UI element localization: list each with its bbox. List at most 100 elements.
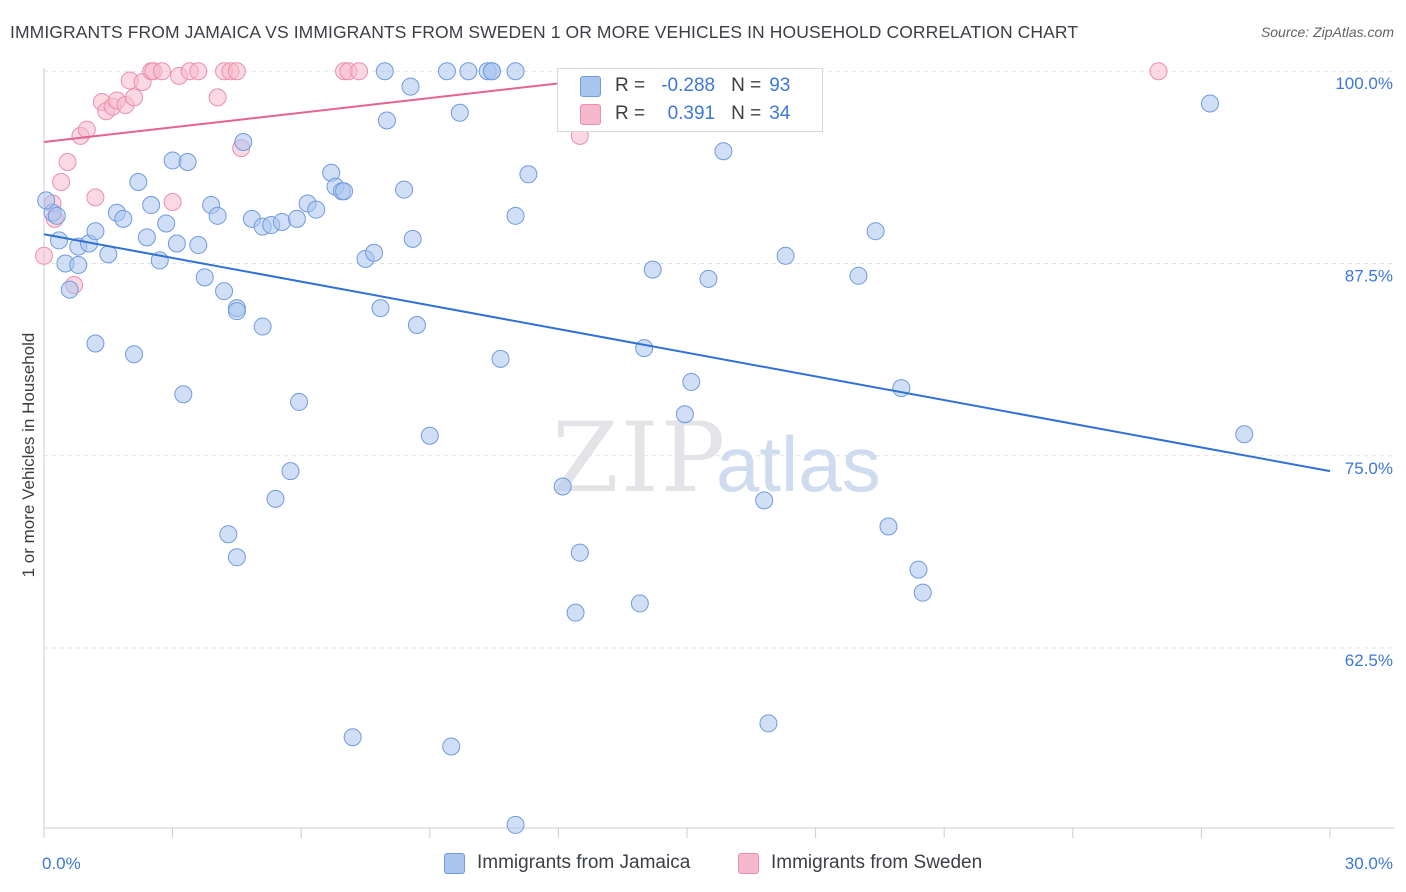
jamaica-point xyxy=(167,234,186,253)
sweden-point xyxy=(58,152,77,171)
jamaica-point xyxy=(219,525,238,544)
chart-title: IMMIGRANTS FROM JAMAICA VS IMMIGRANTS FR… xyxy=(10,22,1079,42)
jamaica-point xyxy=(234,132,253,151)
jamaica-point xyxy=(519,165,538,184)
legend-r-label: R = xyxy=(615,75,646,96)
jamaica-point xyxy=(1235,425,1254,444)
y-tick-label: 100.0% xyxy=(1335,74,1393,93)
jamaica-point xyxy=(125,345,144,364)
y-axis-label: 1 or more Vehicles in Household xyxy=(19,333,38,578)
jamaica-point xyxy=(99,245,118,264)
jamaica-point xyxy=(755,491,774,510)
source-label: Source: ZipAtlas.com xyxy=(1260,24,1394,40)
sweden-point xyxy=(350,62,369,81)
tick-labels: 100.0% 87.5% 75.0% 62.5% 0.0% 30.0% xyxy=(42,74,1393,873)
x-tick-label: 30.0% xyxy=(1345,854,1393,873)
jamaica-point xyxy=(482,62,501,81)
jamaica-legend-label: Immigrants from Jamaica xyxy=(477,852,691,873)
watermark: ZIP atlas xyxy=(552,402,881,514)
jamaica-point xyxy=(343,728,362,747)
sweden-legend-label: Immigrants from Sweden xyxy=(771,852,983,873)
sweden-point xyxy=(86,188,105,207)
sweden-point xyxy=(208,88,227,107)
jamaica-point xyxy=(272,212,291,231)
sweden-point xyxy=(52,172,71,191)
jamaica-point xyxy=(682,372,701,391)
jamaica-point xyxy=(208,206,227,225)
jamaica-point xyxy=(195,268,214,287)
jamaica-point xyxy=(377,111,396,130)
jamaica-point xyxy=(37,191,56,210)
stats-legend: R = -0.288 N = 93 R = 0.391 N = 34 xyxy=(557,68,823,132)
jamaica-point xyxy=(776,246,795,265)
jamaica-point xyxy=(129,172,148,191)
jamaica-point xyxy=(365,243,384,262)
jamaica-point xyxy=(86,334,105,353)
y-tick-label: 75.0% xyxy=(1345,459,1393,478)
y-tick-label: 87.5% xyxy=(1345,266,1393,285)
jamaica-point xyxy=(570,543,589,562)
jamaica-point xyxy=(506,815,525,834)
jamaica-point xyxy=(630,594,649,613)
jamaica-point xyxy=(643,260,662,279)
jamaica-point xyxy=(420,426,439,445)
jamaica-point xyxy=(163,151,182,170)
jamaica-point xyxy=(459,62,478,81)
legend-n-value: 34 xyxy=(769,103,791,124)
jamaica-point xyxy=(879,517,898,536)
jamaica-point xyxy=(281,462,300,481)
jamaica-point xyxy=(253,317,272,336)
sweden-point xyxy=(35,246,53,265)
jamaica-point xyxy=(913,583,932,602)
jamaica-point xyxy=(178,152,197,171)
sweden-point xyxy=(125,88,144,107)
jamaica-point xyxy=(635,339,654,358)
bottom-legend-jamaica[interactable]: Immigrants from Jamaica xyxy=(444,852,690,874)
jamaica-point xyxy=(403,229,422,248)
sweden-point xyxy=(227,62,246,81)
legend-n-value: 93 xyxy=(769,75,791,96)
jamaica-point xyxy=(401,77,420,96)
jamaica-point xyxy=(142,196,161,215)
bottom-legend-sweden[interactable]: Immigrants from Sweden xyxy=(738,852,982,874)
jamaica-point xyxy=(227,548,246,567)
jamaica-swatch xyxy=(580,75,601,97)
sweden-point xyxy=(1149,62,1168,81)
jamaica-point xyxy=(157,214,176,233)
jamaica-point xyxy=(566,603,585,622)
jamaica-point xyxy=(371,299,390,318)
jamaica-point xyxy=(335,182,354,201)
y-tick-label: 62.5% xyxy=(1345,651,1393,670)
jamaica-point xyxy=(215,282,234,301)
sweden-point xyxy=(189,62,208,81)
jamaica-point xyxy=(266,489,285,508)
jamaica-point xyxy=(442,737,461,756)
jamaica-point xyxy=(699,269,718,288)
jamaica-point xyxy=(506,62,525,81)
watermark-atlas: atlas xyxy=(716,420,881,508)
jamaica-point xyxy=(866,222,885,241)
jamaica-point xyxy=(506,206,525,225)
jamaica-point xyxy=(307,200,326,219)
jamaica-point xyxy=(174,385,193,404)
jamaica-point xyxy=(759,714,778,733)
jamaica-point xyxy=(375,62,394,81)
jamaica-point xyxy=(189,236,208,255)
x-tick-label: 0.0% xyxy=(42,854,81,873)
legend-r-label: R = xyxy=(615,103,646,124)
sweden-swatch xyxy=(580,103,601,125)
legend-row-jamaica: R = -0.288 N = 93 xyxy=(580,74,790,98)
sweden-point xyxy=(77,120,96,139)
jamaica-trend-line xyxy=(43,233,1331,473)
jamaica-point xyxy=(227,302,246,321)
jamaica-point xyxy=(909,560,928,579)
legend-n-label: N = xyxy=(731,103,762,124)
jamaica-point xyxy=(50,231,69,250)
jamaica-point xyxy=(1200,94,1219,113)
jamaica-legend-swatch xyxy=(444,852,465,874)
jamaica-point xyxy=(491,349,510,368)
jamaica-point xyxy=(69,256,88,275)
jamaica-point xyxy=(450,103,469,122)
legend-row-sweden: R = 0.391 N = 34 xyxy=(580,102,790,126)
